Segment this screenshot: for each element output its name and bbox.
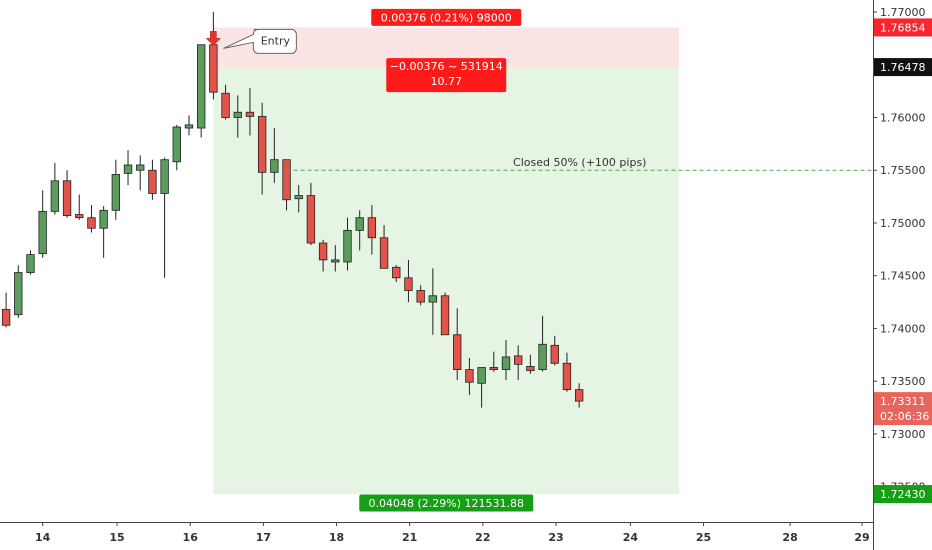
candle-body	[416, 290, 425, 303]
candle-body	[38, 210, 47, 254]
candle-body	[148, 169, 157, 194]
candle-body	[331, 259, 340, 263]
x-tick-label: 14	[35, 531, 51, 544]
x-tick-label: 18	[329, 531, 344, 544]
x-tick-label: 23	[548, 531, 563, 544]
y-tick-label: 1.75000	[880, 217, 926, 230]
candle-body	[160, 159, 169, 194]
candle-body	[306, 195, 316, 244]
candle-body	[233, 111, 242, 118]
rr-label: −0.00376 ~ 531914	[390, 60, 503, 73]
y-tick-label: 1.73500	[880, 375, 926, 388]
candle-body	[514, 355, 523, 365]
x-tick-label: 25	[696, 531, 711, 544]
entry-badge-label: 1.76478	[880, 61, 926, 74]
target-zone	[213, 67, 680, 495]
candle-body	[318, 242, 328, 261]
stop-badge-label: 1.76854	[880, 21, 926, 34]
y-tick-label: 1.74500	[880, 270, 926, 283]
candle-body	[355, 217, 364, 231]
candle-body	[172, 126, 181, 163]
candle-body	[221, 92, 230, 118]
candle-body	[1, 309, 11, 326]
ratio-label: 10.77	[431, 75, 463, 88]
candle-body	[245, 111, 255, 117]
entry-arrow	[205, 31, 221, 46]
x-tick-label: 24	[623, 531, 639, 544]
candle-body	[379, 237, 389, 269]
candle-body	[62, 180, 72, 216]
candle-body	[440, 295, 450, 336]
countdown: 02:06:36	[880, 410, 929, 423]
stop-badge	[874, 18, 932, 37]
rr-box	[386, 58, 507, 93]
x-tick-label: 17	[256, 531, 271, 544]
x-tick-label: 15	[109, 531, 124, 544]
y-tick-label: 1.73000	[880, 428, 926, 441]
candle-body	[343, 229, 352, 263]
candle-body	[428, 295, 438, 303]
candle-body	[562, 362, 572, 391]
candle-body	[209, 44, 218, 93]
candle-body	[111, 174, 121, 211]
entry-label: Entry	[261, 34, 291, 47]
reward-label: 0.04048 (2.29%) 121531.88	[369, 497, 525, 510]
candle-body	[26, 254, 35, 273]
candle-body	[477, 367, 486, 384]
candle-body	[75, 214, 84, 219]
x-tick-label: 21	[402, 531, 417, 544]
x-tick-label: 16	[183, 531, 199, 544]
current-price-label: 1.73311	[880, 395, 926, 408]
current-price-badge	[874, 392, 932, 426]
y-tick-label: 1.77000	[880, 6, 926, 19]
target-badge-label: 1.72430	[880, 488, 926, 501]
candle-body	[501, 356, 511, 370]
risk-label: 0.00376 (0.21%) 98000	[381, 11, 512, 24]
candle-body	[465, 369, 474, 383]
candle-body	[123, 164, 133, 174]
x-tick-label: 29	[854, 531, 869, 544]
entry-badge	[874, 58, 932, 77]
candle-body	[282, 159, 291, 201]
candle-body	[538, 343, 547, 370]
candle-body	[367, 217, 377, 239]
candle-body	[453, 334, 462, 370]
candle-body	[87, 217, 96, 229]
y-tick-label: 1.75500	[880, 164, 926, 177]
candle-body	[489, 367, 498, 370]
target-badge	[874, 485, 932, 504]
candle-body	[184, 124, 194, 129]
y-tick-label: 1.76000	[880, 112, 926, 125]
candle-body	[574, 389, 584, 402]
candle-body	[99, 209, 108, 229]
risk-label-box	[371, 8, 522, 26]
x-tick-label: 28	[782, 531, 797, 544]
candle-body	[404, 277, 413, 291]
reward-label-box	[359, 494, 534, 512]
x-tick-label: 22	[475, 531, 490, 544]
candle-body	[136, 164, 145, 171]
candle-body	[197, 44, 206, 129]
candle-body	[550, 344, 559, 364]
candle-body	[294, 195, 303, 200]
candle-body	[14, 272, 23, 316]
closed-line-label: Closed 50% (+100 pips)	[513, 156, 646, 169]
entry-callout	[223, 28, 297, 54]
candle-body	[50, 180, 60, 212]
candle-body	[257, 116, 267, 173]
y-tick-label: 1.74000	[880, 322, 926, 335]
candle-body	[392, 266, 401, 279]
candle-body	[526, 366, 535, 372]
candle-body	[270, 159, 279, 173]
